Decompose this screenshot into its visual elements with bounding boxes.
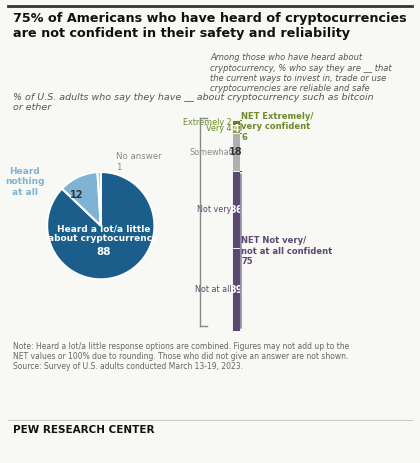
Wedge shape: [47, 172, 155, 279]
Text: 75% of Americans who have heard of cryptocurrencies
are not confident in their s: 75% of Americans who have heard of crypt…: [13, 12, 406, 39]
Bar: [232, 133, 240, 171]
Text: Somewhat: Somewhat: [189, 148, 232, 157]
Bar: [232, 120, 240, 125]
Text: PEW RESEARCH CENTER: PEW RESEARCH CENTER: [13, 425, 154, 435]
Text: Note: Heard a lot/a little response options are combined. Figures may not add up: Note: Heard a lot/a little response opti…: [13, 342, 349, 371]
Text: 36: 36: [229, 205, 243, 215]
Text: 12: 12: [70, 189, 84, 200]
Text: Not very: Not very: [197, 205, 232, 214]
Text: NET Extremely/
very confident
6: NET Extremely/ very confident 6: [241, 112, 314, 142]
Bar: [232, 171, 240, 248]
Bar: [232, 125, 240, 133]
Text: 39: 39: [229, 285, 243, 294]
Text: % of U.S. adults who say they have __ about cryptocurrency such as bitcoin
or et: % of U.S. adults who say they have __ ab…: [13, 93, 373, 112]
Text: Heard
nothing
at all: Heard nothing at all: [5, 167, 45, 197]
Bar: [232, 248, 240, 331]
Text: 4: 4: [233, 124, 239, 134]
Text: Among those who have heard about
cryptocurrency, % who say they are __ that
the : Among those who have heard about cryptoc…: [210, 53, 391, 94]
Wedge shape: [97, 172, 101, 225]
Text: 1: 1: [116, 163, 121, 172]
Text: 88: 88: [96, 248, 111, 257]
Text: Extremely 2: Extremely 2: [183, 118, 232, 127]
Text: Heard a lot/a little
about cryptocurrency: Heard a lot/a little about cryptocurrenc…: [48, 224, 158, 244]
Text: No answer: No answer: [116, 152, 161, 162]
Text: NET Not very/
not at all confident
75: NET Not very/ not at all confident 75: [241, 236, 333, 266]
Text: 18: 18: [229, 147, 243, 157]
Text: Not at all: Not at all: [195, 285, 232, 294]
Text: Very 4: Very 4: [206, 125, 232, 133]
Wedge shape: [62, 172, 101, 225]
